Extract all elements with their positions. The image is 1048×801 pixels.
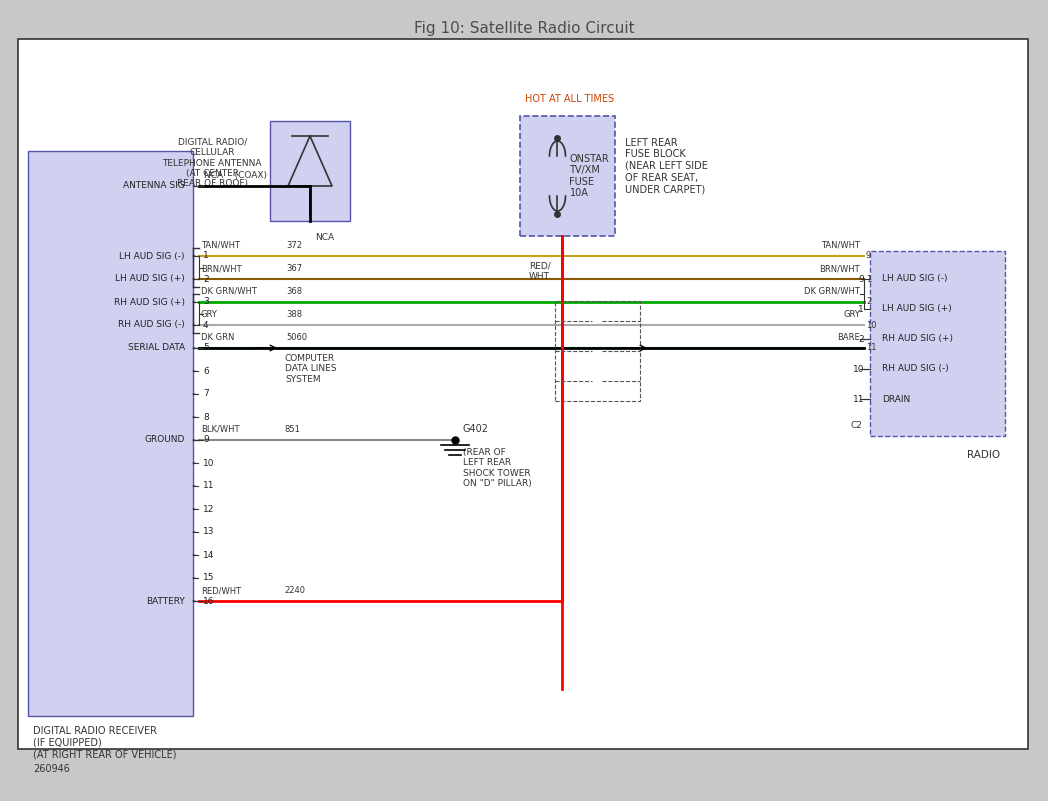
Text: BARE: BARE: [837, 333, 860, 342]
Text: DK GRN/WHT: DK GRN/WHT: [804, 287, 860, 296]
Text: DK GRN: DK GRN: [201, 333, 235, 342]
Text: LH AUD SIG (+): LH AUD SIG (+): [115, 275, 185, 284]
Text: LH AUD SIG (-): LH AUD SIG (-): [882, 275, 947, 284]
Text: RED/WHT: RED/WHT: [201, 586, 241, 595]
Text: 6: 6: [203, 367, 209, 376]
Text: 2: 2: [858, 335, 864, 344]
Text: 1: 1: [203, 252, 209, 260]
Text: 14: 14: [203, 550, 215, 560]
Text: C2: C2: [850, 421, 863, 430]
Text: 4: 4: [203, 320, 209, 329]
Text: 15: 15: [203, 574, 215, 582]
Text: RH AUD SIG (-): RH AUD SIG (-): [118, 320, 185, 329]
Text: RADIO: RADIO: [967, 450, 1000, 460]
Text: 11: 11: [852, 395, 864, 404]
Text: 372: 372: [286, 241, 302, 250]
Text: 12: 12: [203, 505, 215, 513]
FancyBboxPatch shape: [520, 116, 615, 236]
Text: ONSTAR
TV/XM
FUSE
10A: ONSTAR TV/XM FUSE 10A: [569, 154, 609, 199]
Text: GRY: GRY: [844, 310, 860, 319]
Text: RED/
WHT: RED/ WHT: [529, 261, 550, 280]
FancyBboxPatch shape: [28, 151, 193, 716]
Text: 11: 11: [866, 344, 876, 352]
Text: 10: 10: [852, 364, 864, 373]
Text: RH AUD SIG (+): RH AUD SIG (+): [114, 297, 185, 307]
Text: RH AUD SIG (+): RH AUD SIG (+): [882, 335, 953, 344]
Text: LEFT REAR
FUSE BLOCK
(NEAR LEFT SIDE
OF REAR SEAT,
UNDER CARPET): LEFT REAR FUSE BLOCK (NEAR LEFT SIDE OF …: [625, 138, 707, 194]
Text: DK GRN/WHT: DK GRN/WHT: [201, 287, 257, 296]
Text: BLK/WHT: BLK/WHT: [201, 425, 240, 434]
Text: ANTENNA SIG: ANTENNA SIG: [124, 182, 185, 191]
Text: NCA: NCA: [315, 233, 334, 242]
Text: 9: 9: [858, 275, 864, 284]
Text: COMPUTER
DATA LINES
SYSTEM: COMPUTER DATA LINES SYSTEM: [285, 354, 336, 384]
Text: NCA    (COAX): NCA (COAX): [204, 171, 267, 180]
Text: HOT AT ALL TIMES: HOT AT ALL TIMES: [525, 94, 614, 104]
Text: DIGITAL RADIO RECEIVER
(IF EQUIPPED)
(AT RIGHT REAR OF VEHICLE): DIGITAL RADIO RECEIVER (IF EQUIPPED) (AT…: [32, 726, 176, 759]
Text: BRN/WHT: BRN/WHT: [820, 264, 860, 273]
Text: G402: G402: [463, 424, 489, 434]
Text: 388: 388: [286, 310, 302, 319]
Text: 851: 851: [284, 425, 300, 434]
Text: 5: 5: [203, 344, 209, 352]
Text: 8: 8: [203, 413, 209, 421]
Text: 2240: 2240: [284, 586, 305, 595]
Text: 10: 10: [203, 458, 215, 468]
Text: 9: 9: [866, 252, 871, 260]
Text: LH AUD SIG (+): LH AUD SIG (+): [882, 304, 952, 313]
Text: 368: 368: [286, 287, 302, 296]
Text: BATTERY: BATTERY: [147, 597, 185, 606]
Text: 10: 10: [866, 320, 876, 329]
Text: 1: 1: [858, 304, 864, 313]
Text: GRY: GRY: [201, 310, 218, 319]
Text: 5060: 5060: [286, 333, 307, 342]
Text: BRN/WHT: BRN/WHT: [201, 264, 242, 273]
Text: 3: 3: [203, 297, 209, 307]
Text: 9: 9: [203, 436, 209, 445]
Text: 7: 7: [203, 389, 209, 399]
Text: TAN/WHT: TAN/WHT: [821, 241, 860, 250]
Text: 1: 1: [866, 275, 871, 284]
FancyBboxPatch shape: [270, 121, 350, 221]
Text: 2: 2: [866, 297, 871, 307]
Text: GROUND: GROUND: [145, 436, 185, 445]
Text: LH AUD SIG (-): LH AUD SIG (-): [119, 252, 185, 260]
Text: DIGITAL RADIO/
CELLULAR
TELEPHONE ANTENNA
(AT CENTER
REAR OF ROOF): DIGITAL RADIO/ CELLULAR TELEPHONE ANTENN…: [162, 138, 262, 188]
FancyBboxPatch shape: [18, 39, 1028, 749]
Text: 11: 11: [203, 481, 215, 490]
Text: 2: 2: [203, 275, 209, 284]
Text: 367: 367: [286, 264, 302, 273]
Text: RH AUD SIG (-): RH AUD SIG (-): [882, 364, 948, 373]
Text: 16: 16: [203, 597, 215, 606]
Text: 260946: 260946: [32, 764, 70, 774]
FancyBboxPatch shape: [870, 251, 1005, 436]
Text: 13: 13: [203, 528, 215, 537]
Text: DRAIN: DRAIN: [882, 395, 911, 404]
Text: (REAR OF
LEFT REAR
SHOCK TOWER
ON "D" PILLAR): (REAR OF LEFT REAR SHOCK TOWER ON "D" PI…: [463, 448, 531, 488]
Text: TAN/WHT: TAN/WHT: [201, 241, 240, 250]
Text: Fig 10: Satellite Radio Circuit: Fig 10: Satellite Radio Circuit: [414, 22, 634, 37]
Text: SERIAL DATA: SERIAL DATA: [128, 344, 185, 352]
